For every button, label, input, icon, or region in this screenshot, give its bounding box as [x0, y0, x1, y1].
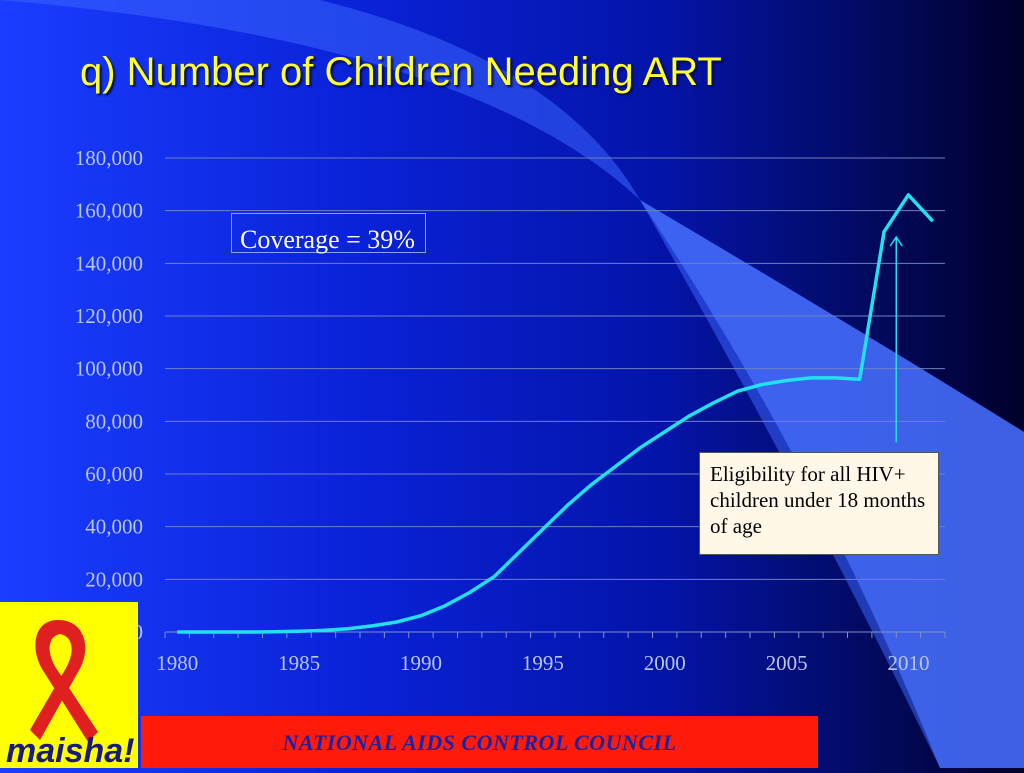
y-tick-label: 160,000: [75, 199, 143, 223]
y-tick-label: 100,000: [75, 357, 143, 381]
series-line-children-needing-art: [177, 195, 933, 632]
footer-text: NATIONAL AIDS CONTROL COUNCIL: [282, 730, 676, 756]
coverage-note: Coverage = 39%: [240, 225, 425, 255]
series-points: [177, 195, 933, 632]
y-axis-tick-labels: 020,00040,00060,00080,000100,000120,0001…: [75, 146, 143, 644]
y-tick-label: 140,000: [75, 251, 143, 275]
y-tick-label: 40,000: [85, 515, 143, 539]
x-axis-tick-labels: 1980 1985 1990 1995 2000 2005 2010: [156, 651, 929, 675]
eligibility-annotation: Eligibility for all HIV+ children under …: [699, 452, 939, 555]
y-tick-label: 60,000: [85, 462, 143, 486]
x-tick-label: 1995: [522, 651, 564, 675]
eligibility-arrow: [890, 237, 902, 442]
x-tick-label: 2000: [644, 651, 686, 675]
x-tick-label: 1980: [156, 651, 198, 675]
y-tick-label: 20,000: [85, 567, 143, 591]
x-tick-label: 1990: [400, 651, 442, 675]
svg-text:maisha!: maisha!: [6, 732, 135, 768]
red-ribbon-icon: maisha!: [0, 602, 138, 768]
maisha-logo: maisha!: [0, 602, 138, 768]
y-tick-label: 80,000: [85, 409, 143, 433]
y-tick-label: 120,000: [75, 304, 143, 328]
x-tick-label: 2010: [887, 651, 929, 675]
footer-bar: NATIONAL AIDS CONTROL COUNCIL: [141, 716, 818, 768]
x-tick-label: 1985: [278, 651, 320, 675]
x-tick-label: 2005: [766, 651, 808, 675]
y-tick-label: 180,000: [75, 146, 143, 170]
